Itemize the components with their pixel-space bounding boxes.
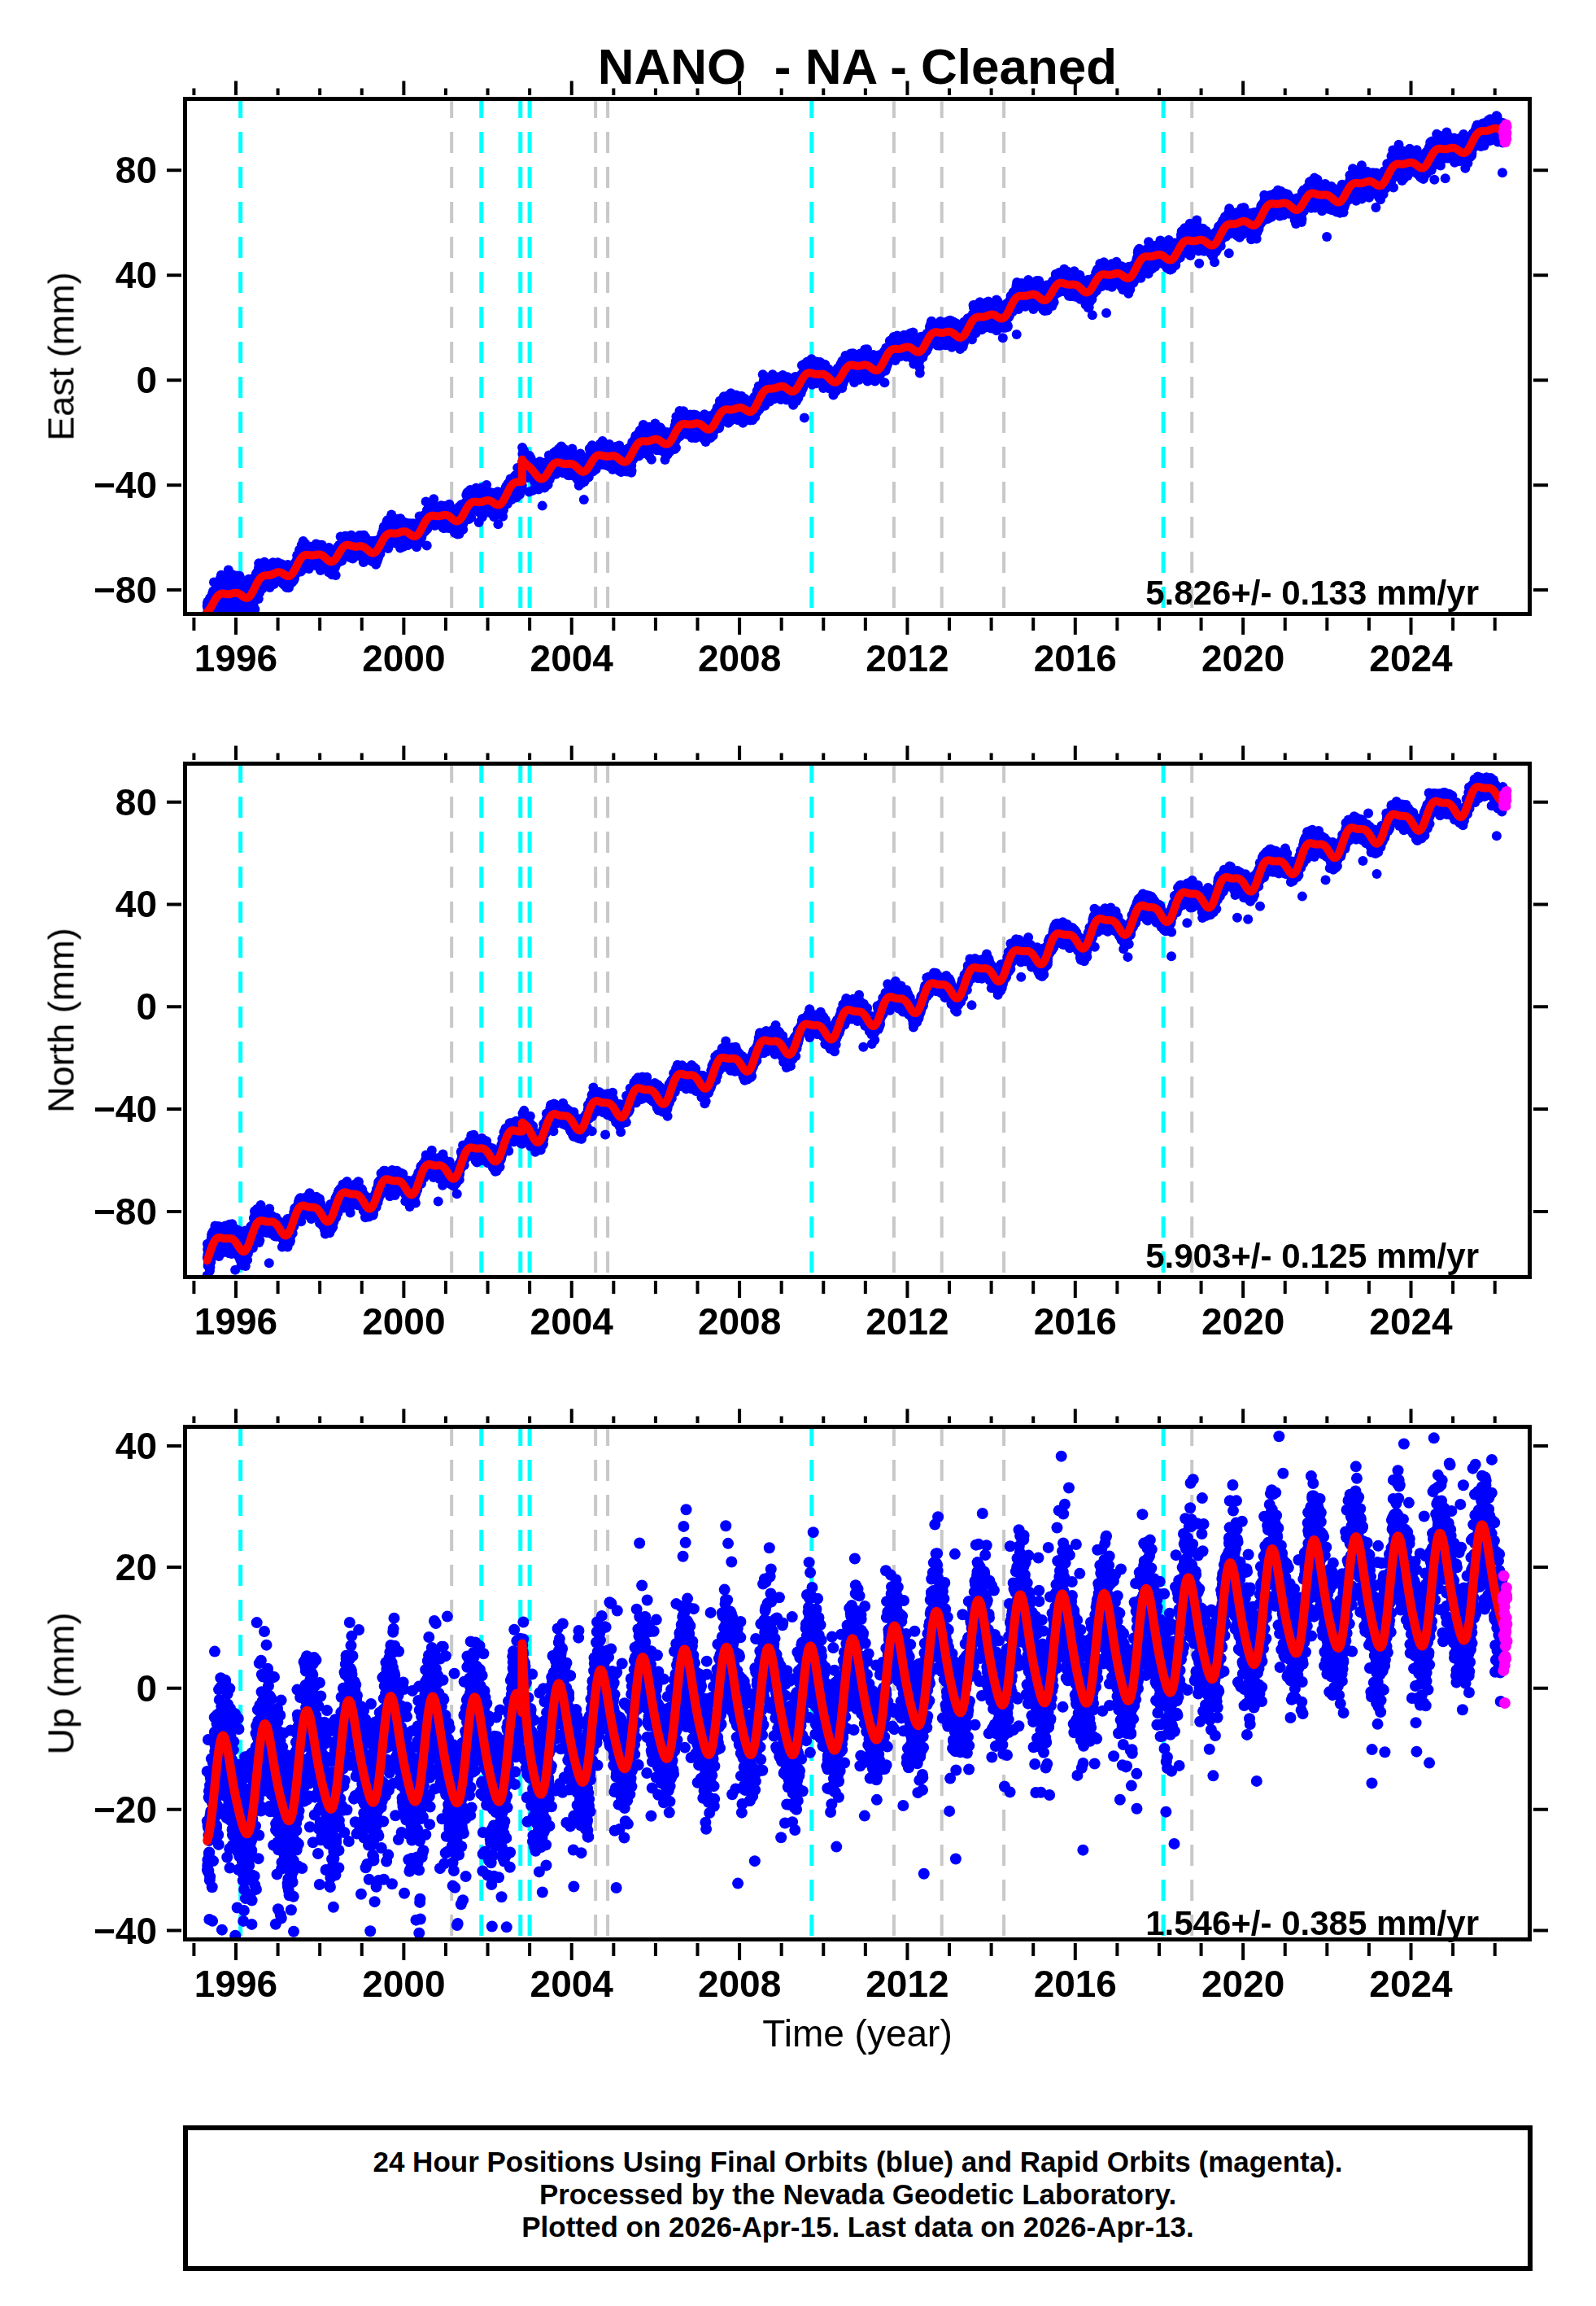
x-tick-label: 2008 bbox=[698, 1303, 781, 1340]
y-tick-label: −20 bbox=[94, 1791, 157, 1828]
x-tick-label: 2020 bbox=[1201, 1303, 1284, 1340]
x-tick-label: 2004 bbox=[530, 1303, 613, 1340]
plot-canvas bbox=[0, 0, 1596, 2306]
y-tick-label: 40 bbox=[116, 1427, 157, 1465]
x-tick-label: 2016 bbox=[1034, 640, 1117, 677]
rate-annotation-north: 5.903+/- 0.125 mm/yr bbox=[1145, 1239, 1479, 1273]
x-tick-label: 2000 bbox=[362, 1303, 445, 1340]
x-tick-label: 2004 bbox=[530, 640, 613, 677]
x-tick-label: 2024 bbox=[1369, 640, 1452, 677]
x-tick-label: 2020 bbox=[1201, 640, 1284, 677]
y-tick-label: −40 bbox=[94, 1912, 157, 1950]
y-tick-label: 80 bbox=[116, 151, 157, 189]
caption-box: 24 Hour Positions Using Final Orbits (bl… bbox=[183, 2125, 1533, 2271]
x-tick-label: 2004 bbox=[530, 1965, 613, 2002]
caption-line-1: 24 Hour Positions Using Final Orbits (bl… bbox=[188, 2146, 1528, 2178]
y-tick-label: 40 bbox=[116, 885, 157, 923]
y-tick-label: −80 bbox=[94, 571, 157, 609]
x-tick-label: 2008 bbox=[698, 1965, 781, 2002]
y-tick-label: −40 bbox=[94, 1090, 157, 1128]
x-tick-label: 1996 bbox=[194, 1965, 277, 2002]
y-tick-label: 0 bbox=[136, 361, 157, 399]
y-tick-label: 0 bbox=[136, 988, 157, 1025]
y-tick-label: −40 bbox=[94, 466, 157, 504]
rate-annotation-east: 5.826+/- 0.133 mm/yr bbox=[1145, 576, 1479, 610]
x-tick-label: 2012 bbox=[866, 1303, 948, 1340]
caption-line-3: Plotted on 2026-Apr-15. Last data on 202… bbox=[188, 2211, 1528, 2243]
x-axis-label: Time (year) bbox=[762, 2015, 952, 2052]
x-tick-label: 2016 bbox=[1034, 1965, 1117, 2002]
x-tick-label: 2000 bbox=[362, 1965, 445, 2002]
gps-position-timeseries: NANO - NA - Cleaned East (mm) North (mm)… bbox=[0, 0, 1596, 2306]
y-tick-label: 0 bbox=[136, 1670, 157, 1707]
y-tick-label: −80 bbox=[94, 1193, 157, 1230]
y-axis-label-up: Up (mm) bbox=[43, 1612, 80, 1754]
x-tick-label: 2000 bbox=[362, 640, 445, 677]
x-tick-label: 2012 bbox=[866, 640, 948, 677]
y-axis-label-north: North (mm) bbox=[43, 928, 80, 1112]
y-tick-label: 20 bbox=[116, 1548, 157, 1586]
x-tick-label: 1996 bbox=[194, 1303, 277, 1340]
chart-title: NANO - NA - Cleaned bbox=[598, 41, 1117, 92]
x-tick-label: 2024 bbox=[1369, 1965, 1452, 2002]
x-tick-label: 2024 bbox=[1369, 1303, 1452, 1340]
y-axis-label-east: East (mm) bbox=[43, 272, 80, 441]
x-tick-label: 2012 bbox=[866, 1965, 948, 2002]
y-tick-label: 80 bbox=[116, 784, 157, 821]
y-tick-label: 40 bbox=[116, 256, 157, 294]
x-tick-label: 1996 bbox=[194, 640, 277, 677]
rate-annotation-up: 1.546+/- 0.385 mm/yr bbox=[1145, 1906, 1479, 1941]
caption-line-2: Processed by the Nevada Geodetic Laborat… bbox=[188, 2178, 1528, 2211]
x-tick-label: 2008 bbox=[698, 640, 781, 677]
x-tick-label: 2016 bbox=[1034, 1303, 1117, 1340]
x-tick-label: 2020 bbox=[1201, 1965, 1284, 2002]
